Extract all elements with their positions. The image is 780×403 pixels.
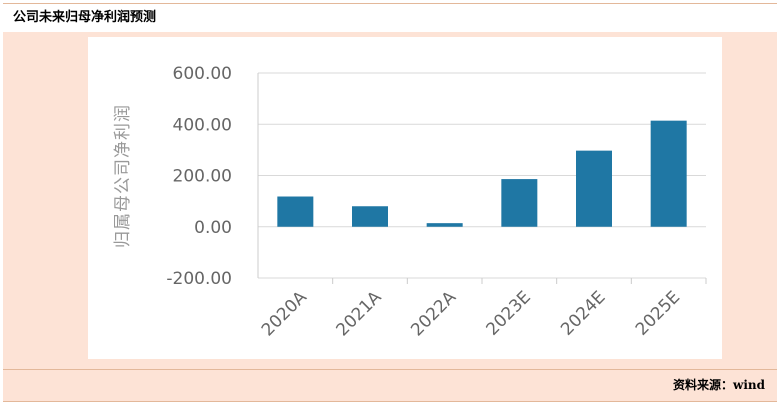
source-bar: 资料来源：wind — [3, 369, 777, 402]
bar-2022A — [426, 223, 463, 227]
y-tick-label: 0.00 — [194, 218, 232, 238]
bar-2023E — [501, 179, 538, 227]
title-bar: 公司未来归母净利润预测 — [3, 3, 777, 33]
source-note: 资料来源：wind — [672, 378, 765, 392]
page-title: 公司未来归母净利润预测 — [13, 10, 157, 25]
bar-2020A — [277, 196, 314, 227]
y-tick-label: 600.00 — [173, 64, 232, 84]
bar-2024E — [576, 150, 612, 227]
bar-2025E — [650, 120, 687, 227]
y-tick-label: 200.00 — [173, 167, 232, 187]
y-axis-label: 归属母公司净利润 — [113, 104, 133, 248]
y-tick-label: -200.00 — [166, 269, 232, 289]
chart-plot-background — [88, 37, 722, 359]
bar-2021A — [352, 206, 388, 227]
y-tick-label: 400.00 — [173, 115, 232, 135]
